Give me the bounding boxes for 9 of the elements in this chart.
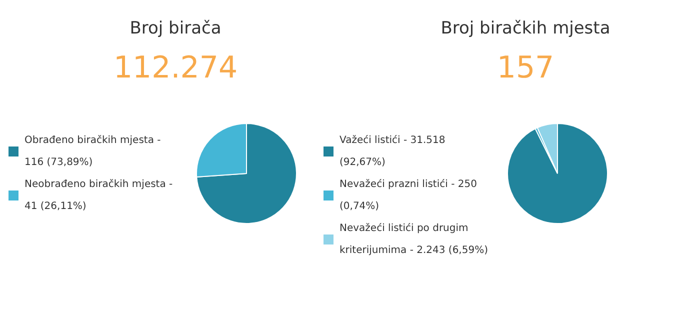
legend-label: Neobrađeno biračkih mjesta - 41 (26,11%) <box>24 179 174 212</box>
text: Broj biračkih mjesta <box>440 18 610 38</box>
legend-label: Obrađeno biračkih mjesta - 116 (73,89%) <box>24 135 162 168</box>
text: 112.274 <box>113 50 238 86</box>
text: 157 <box>496 50 554 86</box>
legend-label: Nevažeći prazni listići - 250 (0,74%) <box>340 179 477 212</box>
text: Broj birača <box>130 18 222 38</box>
legend-label: Nevažeći listići po drugim kriterijumima - 2.243 (6,59%) <box>340 223 488 256</box>
legend-label: Važeći listići - 31.518 (92,67%) <box>340 135 446 168</box>
